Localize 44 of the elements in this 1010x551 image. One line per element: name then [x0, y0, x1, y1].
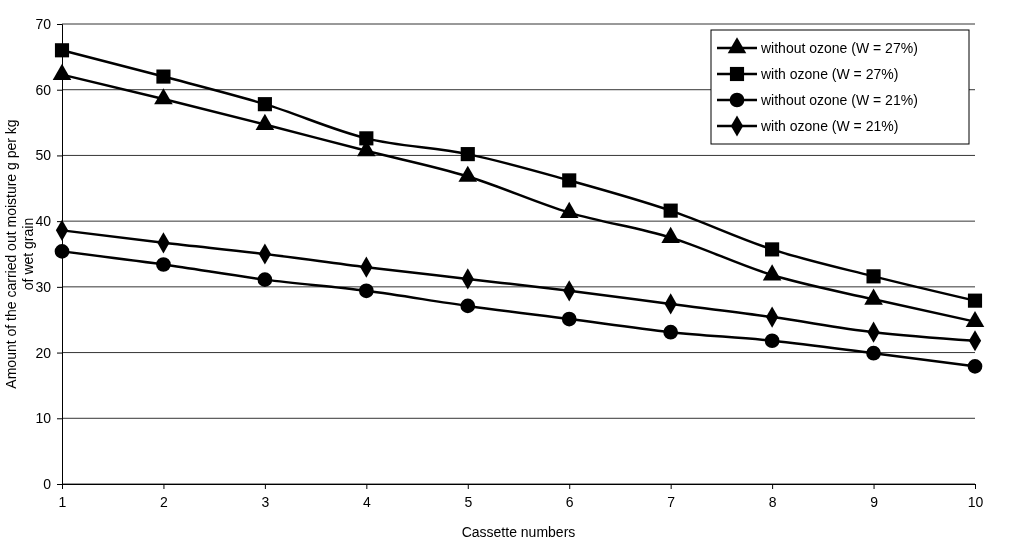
point — [257, 97, 272, 112]
x-tick-label: 8 — [768, 493, 777, 510]
x-tick-label: 3 — [261, 493, 270, 510]
point — [866, 345, 881, 361]
y-tick-label: 50 — [35, 147, 52, 164]
point — [866, 269, 881, 284]
x-tick-label: 10 — [967, 493, 984, 510]
y-tick-label: 60 — [35, 81, 52, 98]
point — [156, 69, 171, 84]
point — [764, 333, 780, 349]
legend-label: without ozone (W = 21%) — [760, 92, 918, 108]
x-tick-label: 4 — [362, 493, 371, 510]
x-axis-title: Cassette numbers — [461, 524, 576, 540]
point — [358, 283, 374, 299]
legend-label: without ozone (W = 27%) — [760, 40, 918, 56]
y-tick-label: 20 — [35, 344, 52, 361]
x-tick-label: 1 — [58, 493, 67, 510]
point — [460, 298, 476, 314]
legend-label: with ozone (W = 27%) — [760, 66, 899, 82]
point — [257, 272, 273, 287]
x-tick-label: 9 — [870, 493, 879, 510]
point — [663, 324, 679, 340]
y-tick-label: 70 — [35, 15, 52, 32]
x-tick-label: 5 — [464, 493, 473, 510]
x-tick-label: 2 — [160, 493, 169, 510]
point — [663, 203, 678, 218]
y-tick-label: 10 — [35, 410, 52, 427]
point — [54, 43, 70, 58]
point — [460, 147, 475, 162]
y-tick-label: 40 — [35, 213, 52, 230]
y-tick-label: 30 — [35, 278, 52, 295]
legend-label: with ozone (W = 21%) — [760, 118, 899, 134]
point — [54, 244, 70, 259]
point — [765, 242, 780, 257]
point — [967, 293, 983, 308]
point — [359, 131, 374, 146]
y-tick-label: 0 — [43, 475, 52, 492]
point — [562, 173, 577, 188]
y-axis-title: Amount of the carried out moisture g per kg of wet grain — [3, 119, 36, 389]
x-tick-label: 6 — [565, 493, 574, 510]
point — [967, 359, 983, 374]
point — [156, 257, 171, 272]
x-tick-label: 7 — [667, 493, 676, 510]
point — [561, 311, 577, 327]
